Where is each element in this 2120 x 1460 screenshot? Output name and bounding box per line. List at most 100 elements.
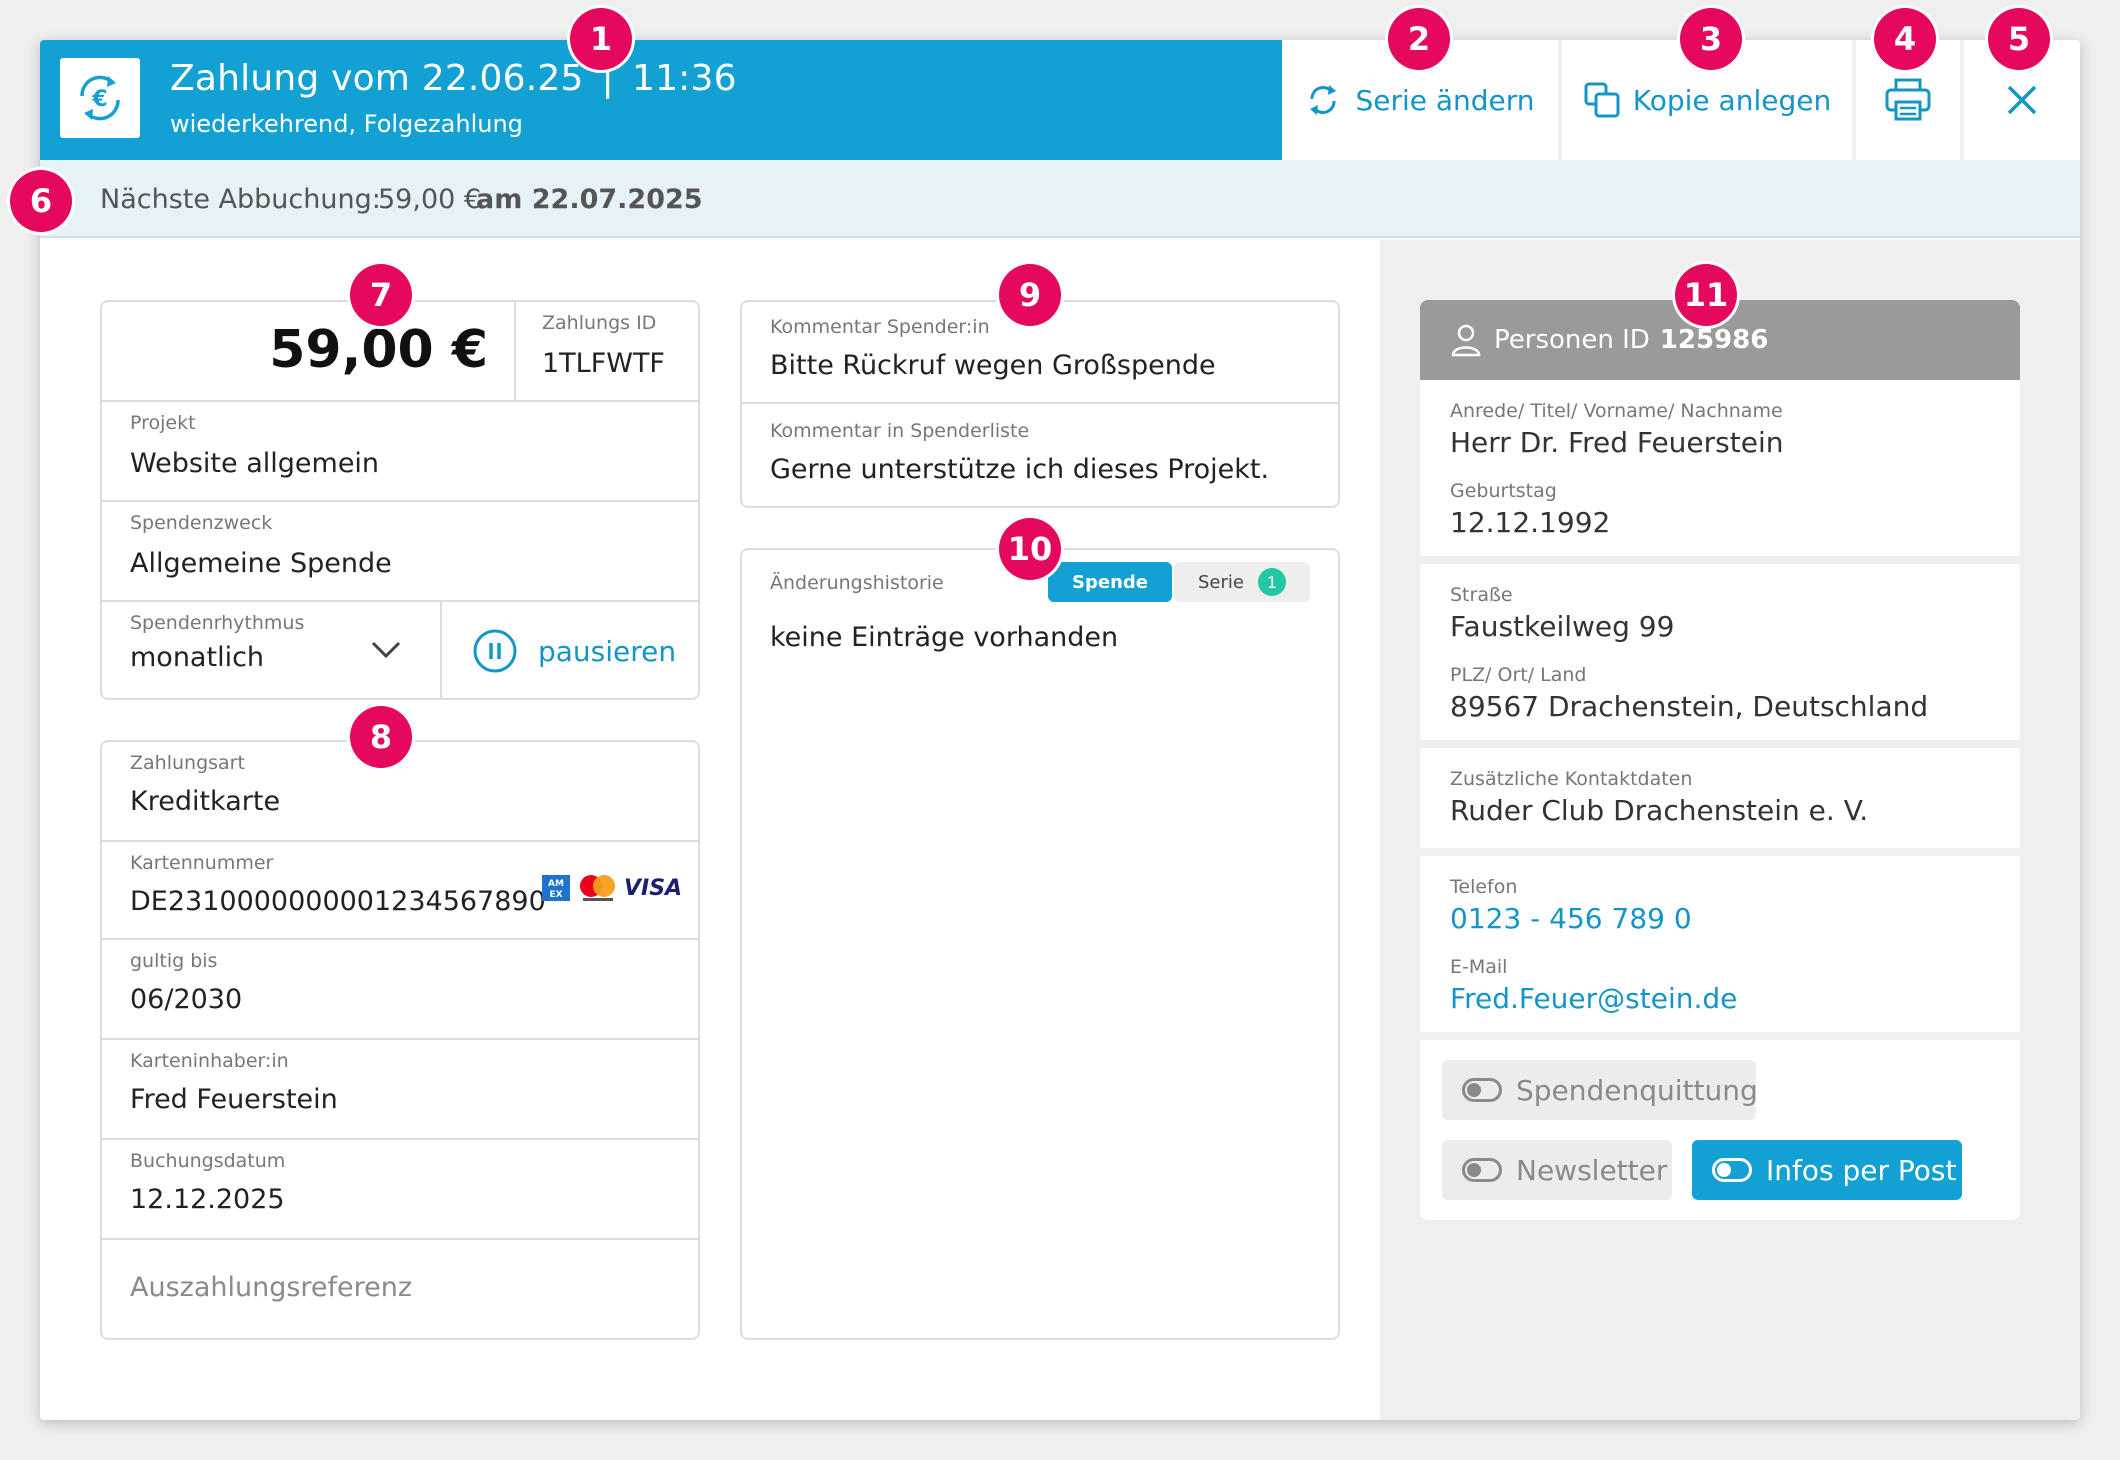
toolbar-divider <box>1852 40 1856 160</box>
purpose-label: Spendenzweck <box>130 512 273 534</box>
pause-icon <box>473 629 517 673</box>
street-label: Straße <box>1450 584 1513 606</box>
person-name-block: Anrede/ Titel/ Vorname/ Nachname Herr Dr… <box>1420 380 2020 556</box>
annotation-badge-8: 8 <box>350 706 412 768</box>
svg-text:EX: EX <box>549 890 562 900</box>
annotation-badge-6: 6 <box>10 170 72 232</box>
city-label: PLZ/ Ort/ Land <box>1450 664 1587 686</box>
donor-comment[interactable]: Bitte Rückruf wegen Großspende <box>770 350 1216 381</box>
series-count-badge: 1 <box>1257 568 1286 596</box>
email-label: E-Mail <box>1450 956 1508 978</box>
mastercard-logo-icon <box>580 875 615 901</box>
tab-donation[interactable]: Spende <box>1048 562 1172 602</box>
list-comment[interactable]: Gerne unterstütze ich dieses Projekt. <box>770 454 1270 485</box>
dialog-title: Zahlung vom 22.06.25 | 11:36 <box>170 58 737 99</box>
list-comment-label: Kommentar in Spenderliste <box>770 420 1030 442</box>
person-card: Personen ID 125986 Anrede/ Titel/ Vornam… <box>1420 300 2020 1300</box>
pause-label: pausieren <box>538 634 677 668</box>
valid-until: 06/2030 <box>130 984 243 1015</box>
divider <box>102 1038 698 1040</box>
divider <box>102 500 698 502</box>
post-info-toggle[interactable]: Infos per Post <box>1692 1140 1962 1200</box>
divider <box>102 840 698 842</box>
next-debit-bar: Nächste Abbuchung: 59,00 € am 22.07.2025 <box>40 160 2080 238</box>
create-copy-button[interactable]: Kopie anlegen <box>1562 40 1852 160</box>
phone-link[interactable]: 0123 - 456 789 0 <box>1450 902 1692 935</box>
tab-series[interactable]: Serie 1 <box>1174 562 1310 602</box>
divider <box>102 938 698 940</box>
booking-date: 12.12.2025 <box>130 1184 285 1215</box>
payout-reference-input[interactable]: Auszahlungsreferenz <box>130 1272 413 1303</box>
birthday-label: Geburtstag <box>1450 480 1557 502</box>
card-holder: Fred Feuerstein <box>130 1084 338 1115</box>
title-date: Zahlung vom 22.06.25 <box>170 58 584 99</box>
person-panel: Personen ID 125986 Anrede/ Titel/ Vornam… <box>1380 240 2080 1420</box>
annotation-badge-9: 9 <box>999 264 1061 326</box>
card-number-label: Kartennummer <box>130 852 274 874</box>
divider <box>742 402 1338 404</box>
tab-series-label: Serie <box>1198 571 1244 593</box>
card-brands: AM EX VISA <box>542 874 682 902</box>
rhythm-label: Spendenrhythmus <box>130 612 305 634</box>
toolbar-divider <box>1558 40 1562 160</box>
copy-icon <box>1584 82 1620 118</box>
person-icon <box>1451 324 1481 357</box>
toggle-switch-icon <box>1462 1158 1502 1182</box>
payment-card: 59,00 € Zahlungs ID 1TLFWTF Projekt Webs… <box>100 300 700 700</box>
newsletter-toggle[interactable]: Newsletter <box>1442 1140 1672 1200</box>
next-debit-amount: 59,00 € <box>378 184 482 215</box>
extra-contact-block: Zusätzliche Kontaktdaten Ruder Club Drac… <box>1420 748 2020 848</box>
divider <box>440 600 442 700</box>
toggle-switch-icon <box>1712 1158 1752 1182</box>
person-id-label: Personen ID <box>1494 325 1650 355</box>
extra-contact: Ruder Club Drachenstein e. V. <box>1450 794 1869 827</box>
history-label: Änderungshistorie <box>770 572 944 594</box>
valid-until-label: gultig bis <box>130 950 218 972</box>
card-number: DE2310000000001234567890 <box>130 886 546 917</box>
receipt-toggle[interactable]: Spendenquittung <box>1442 1060 1758 1120</box>
refresh-icon <box>1310 85 1337 115</box>
street: Faustkeilweg 99 <box>1450 610 1675 643</box>
svg-text:AM: AM <box>548 879 564 889</box>
chevron-down-icon <box>371 641 401 659</box>
post-info-toggle-label: Infos per Post <box>1766 1153 1957 1187</box>
close-button[interactable] <box>1964 40 2080 160</box>
preferences-block: Spendenquittung Newsletter Infos per Pos… <box>1420 1040 2020 1220</box>
project-value[interactable]: Website allgemein <box>130 448 380 479</box>
history-empty-text: keine Einträge vorhanden <box>770 622 1119 653</box>
divider <box>102 1138 698 1140</box>
visa-logo-icon: VISA <box>624 875 683 901</box>
card-holder-label: Karteninhaber:in <box>130 1050 289 1072</box>
next-debit-date: am 22.07.2025 <box>476 184 703 215</box>
payment-method-card: Zahlungsart Kreditkarte Kartennummer DE2… <box>100 740 700 1340</box>
address-block: Straße Faustkeilweg 99 PLZ/ Ort/ Land 89… <box>1420 564 2020 740</box>
toolbar-divider <box>1960 40 1964 160</box>
payment-id-label: Zahlungs ID <box>542 312 657 334</box>
divider <box>102 1238 698 1240</box>
payment-id: 1TLFWTF <box>542 348 665 379</box>
payment-type: Kreditkarte <box>130 786 281 817</box>
annotation-badge-4: 4 <box>1874 8 1936 70</box>
rhythm-select[interactable]: Spendenrhythmus monatlich <box>102 602 440 700</box>
svg-text:€: € <box>91 87 107 112</box>
comments-card: Kommentar Spender:in Bitte Rückruf wegen… <box>740 300 1340 508</box>
close-icon <box>2007 85 2037 115</box>
printer-icon <box>1885 78 1931 121</box>
amex-logo-icon: AM EX <box>542 875 570 901</box>
donor-comment-label: Kommentar Spender:in <box>770 316 990 338</box>
email-link[interactable]: Fred.Feuer@stein.de <box>1450 982 1738 1015</box>
payment-amount: 59,00 € <box>269 320 488 380</box>
change-series-label: Serie ändern <box>1355 83 1535 117</box>
pause-button[interactable]: pausieren <box>442 602 698 700</box>
divider <box>514 302 516 400</box>
annotation-badge-7: 7 <box>350 264 412 326</box>
annotation-badge-5: 5 <box>1988 8 2050 70</box>
purpose-value[interactable]: Allgemeine Spende <box>130 548 392 579</box>
title-time: 11:36 <box>631 58 737 99</box>
annotation-badge-11: 11 <box>1675 264 1737 326</box>
annotation-badge-10: 10 <box>999 518 1061 580</box>
birthday: 12.12.1992 <box>1450 506 1611 539</box>
newsletter-toggle-label: Newsletter <box>1516 1153 1668 1187</box>
history-card: Änderungshistorie Spende Serie 1 keine E… <box>740 548 1340 1340</box>
